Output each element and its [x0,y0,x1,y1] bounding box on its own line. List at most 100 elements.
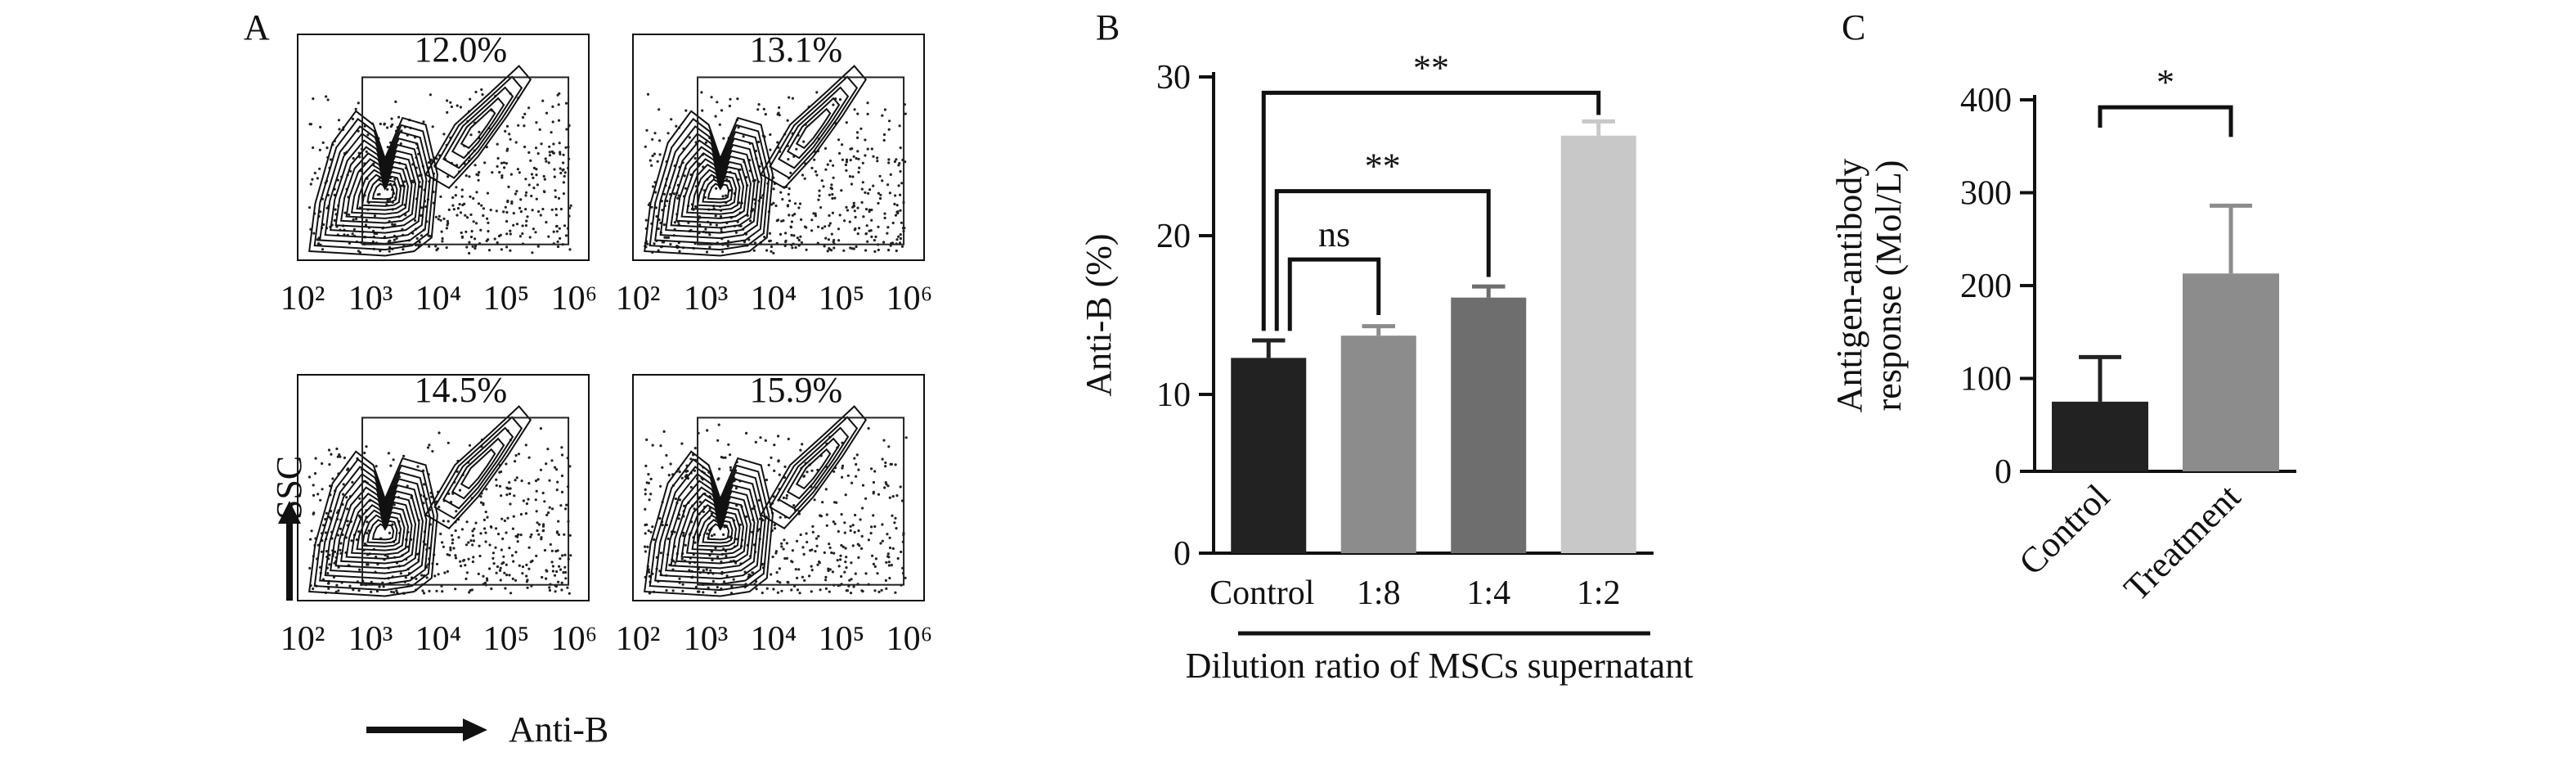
event-dot [542,529,545,533]
event-dot [308,123,312,126]
event-dot [683,174,686,178]
event-dot [527,546,531,549]
event-dot [729,469,733,472]
significance-label: * [2156,62,2174,102]
event-dot [817,198,820,201]
event-dot [514,192,518,196]
event-dot [877,201,880,205]
event-dot [826,250,829,253]
event-dot [553,574,557,577]
event-dot [832,470,836,473]
event-dot [495,484,498,487]
event-dot [779,191,783,194]
event-dot [828,224,831,227]
event-dot [745,515,748,519]
event-dot [720,109,724,112]
event-dot [394,100,397,103]
event-dot [676,196,680,200]
event-dot [802,140,806,143]
event-dot [734,538,738,541]
event-dot [813,498,816,502]
event-dot [431,449,434,453]
event-dot [465,520,469,524]
event-dot [648,498,651,502]
event-dot [810,590,813,593]
event-dot [551,570,555,573]
event-dot [478,554,482,558]
event-dot [554,189,557,192]
event-dot [824,587,828,591]
event-dot [895,249,898,253]
event-dot [667,474,671,477]
event-dot [461,203,464,207]
event-dot [689,485,693,489]
event-dot [319,125,322,128]
event-dot [714,547,717,550]
x-tick-label: 10² [616,280,661,317]
event-dot [672,192,676,196]
event-dot [657,249,660,252]
event-dot [487,238,490,241]
event-dot [447,520,450,523]
event-dot [509,229,512,232]
event-dot [788,199,792,202]
event-dot [557,119,561,122]
tail-contour-ring [451,437,505,500]
event-dot [841,143,844,146]
event-dot [519,210,523,214]
event-dot [514,141,518,144]
event-dot [851,544,855,547]
event-dot [477,178,480,182]
event-dot [564,234,568,237]
event-dot [896,556,900,561]
event-dot [716,556,720,559]
event-dot [480,204,483,207]
event-dot [853,228,856,232]
event-dot [844,493,847,497]
event-dot [536,478,540,481]
event-dot [678,471,681,474]
gate-percent-label: 13.1% [750,29,843,70]
y-tick-label: 400 [1960,82,2012,119]
event-dot [446,570,450,574]
event-dot [473,237,477,241]
event-dot [537,209,541,214]
event-dot [530,173,534,176]
event-dot [508,547,511,550]
event-dot [375,589,379,593]
event-dot [563,565,567,569]
event-dot [700,91,703,94]
event-dot [792,504,796,507]
event-dot [886,183,890,187]
event-dot [512,212,515,215]
event-dot [669,462,672,466]
event-dot [688,136,691,139]
event-dot [881,457,884,461]
y-tick-label: 300 [1960,175,2012,213]
tail-contour-ring [769,75,859,179]
event-dot [856,150,859,153]
event-dot [352,156,355,160]
panel-b-bar-chart: B 0 10 20 30 Anti-B (%) Control 1:8 1:4 1:2 ns ** **… [1079,7,1693,686]
event-dot [482,518,487,522]
event-dot [793,202,797,205]
event-dot [557,520,560,523]
event-dot [388,250,391,253]
event-dot [657,108,661,111]
x-tick-label: 10⁶ [886,620,933,658]
event-dot [869,532,873,535]
contour-ring [308,110,438,257]
event-dot [827,567,830,570]
event-dot [803,177,806,180]
event-dot [659,552,663,555]
event-dot [900,182,904,185]
event-dot [414,218,417,223]
event-dot [489,209,492,212]
event-dot [509,137,512,141]
event-dot [831,211,835,214]
event-dot [849,246,852,250]
event-dot [495,527,498,530]
contour-ring [339,492,417,565]
event-dot [551,120,554,124]
event-dot [467,541,470,544]
